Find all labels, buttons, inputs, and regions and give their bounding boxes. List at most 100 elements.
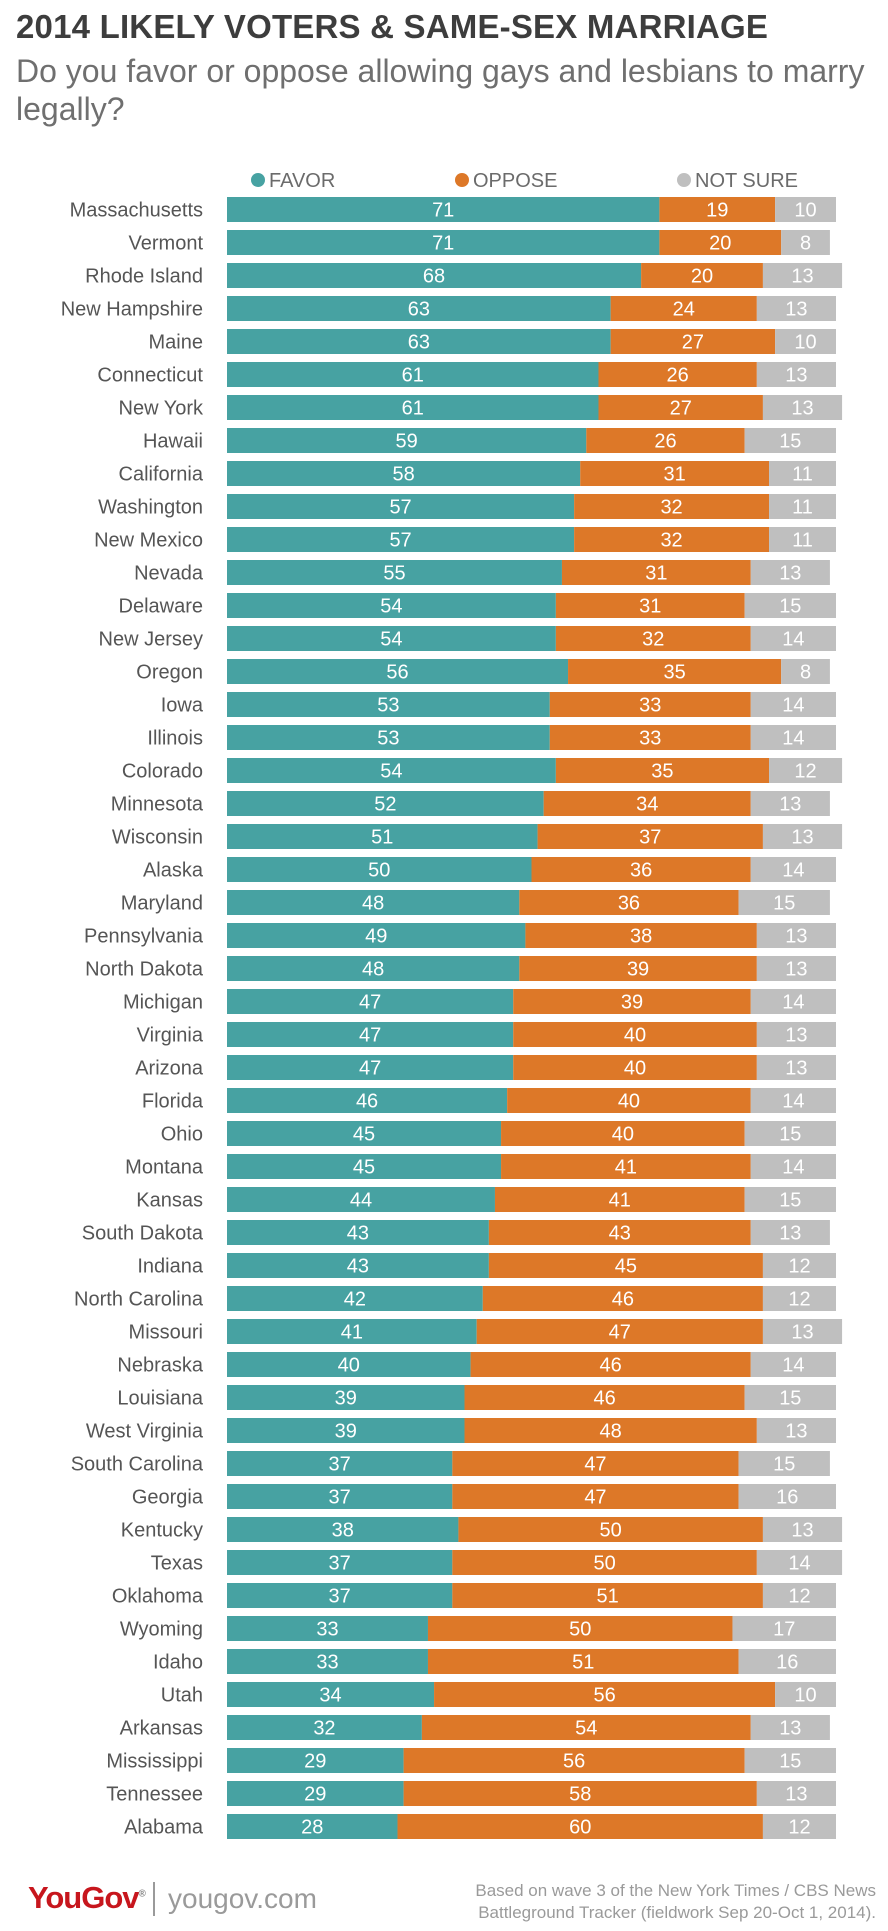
data-label-oppose: 26	[654, 431, 676, 453]
category-label: New Jersey	[99, 629, 203, 651]
bar-segment-oppose	[641, 263, 763, 288]
category-label: California	[119, 464, 204, 486]
bar-segment-oppose	[531, 857, 751, 882]
source-line-2: Battleground Tracker (fieldwork Sep 20-O…	[478, 1903, 876, 1922]
bar-segment-favor	[227, 890, 520, 915]
bar-segment-favor	[227, 1715, 422, 1740]
bar-segment-oppose	[537, 824, 763, 849]
bar-segment-favor	[227, 791, 544, 816]
bar-segment-not-sure	[762, 263, 843, 288]
data-label-not-sure: 15	[779, 1190, 801, 1212]
bar-segment-favor	[227, 1451, 453, 1476]
bar-segment-oppose	[574, 494, 770, 519]
data-label-not-sure: 14	[782, 728, 804, 750]
category-label: North Carolina	[74, 1289, 204, 1311]
legend-label-not-sure: NOT SURE	[695, 170, 798, 192]
data-label-favor: 58	[392, 464, 414, 486]
bar-segment-oppose	[482, 1286, 763, 1311]
data-label-not-sure: 13	[791, 266, 813, 288]
bar-segment-oppose	[555, 593, 745, 618]
brand-url[interactable]: yougov.com	[168, 1883, 317, 1914]
bar-segment-oppose	[470, 1352, 751, 1377]
data-label-favor: 51	[371, 827, 393, 849]
bar-segment-not-sure	[762, 824, 843, 849]
bar-segment-not-sure	[756, 296, 836, 321]
category-label: Montana	[125, 1157, 204, 1179]
data-label-favor: 63	[408, 299, 430, 321]
bar-segment-not-sure	[775, 329, 836, 354]
data-label-oppose: 31	[639, 596, 661, 618]
data-label-favor: 33	[316, 1652, 338, 1674]
bar-segment-oppose	[555, 626, 751, 651]
data-label-favor: 33	[316, 1619, 338, 1641]
data-label-oppose: 26	[667, 365, 689, 387]
data-label-not-sure: 13	[791, 398, 813, 420]
data-label-oppose: 56	[593, 1685, 615, 1707]
data-label-oppose: 58	[569, 1784, 591, 1806]
bar-segment-oppose	[549, 725, 751, 750]
category-label: South Carolina	[71, 1454, 204, 1476]
bar-segment-favor	[227, 1187, 495, 1212]
data-label-favor: 52	[374, 794, 396, 816]
data-label-oppose: 48	[600, 1421, 622, 1443]
bar-segment-not-sure	[750, 1154, 836, 1179]
data-label-not-sure: 10	[794, 1685, 816, 1707]
data-label-favor: 44	[350, 1190, 372, 1212]
data-label-not-sure: 15	[779, 431, 801, 453]
data-label-not-sure: 14	[782, 1157, 804, 1179]
bar-segment-oppose	[543, 791, 751, 816]
bar-segment-not-sure	[738, 1451, 830, 1476]
bar-segment-oppose	[519, 890, 739, 915]
bar-segment-favor	[227, 263, 642, 288]
data-label-not-sure: 15	[779, 1124, 801, 1146]
bar-segment-favor	[227, 197, 660, 222]
data-label-oppose: 40	[624, 1058, 646, 1080]
category-label: Iowa	[161, 695, 204, 717]
data-label-not-sure: 12	[788, 1817, 810, 1839]
category-label: Oregon	[136, 662, 203, 684]
bar-segment-oppose	[659, 197, 776, 222]
category-label: Vermont	[129, 233, 204, 255]
data-label-not-sure: 11	[792, 464, 813, 486]
data-label-oppose: 36	[630, 860, 652, 882]
bar-segment-oppose	[452, 1583, 763, 1608]
data-label-oppose: 33	[639, 695, 661, 717]
data-label-oppose: 50	[593, 1553, 615, 1575]
bar-segment-favor	[227, 626, 556, 651]
data-label-favor: 53	[377, 695, 399, 717]
category-label: Nevada	[134, 563, 204, 585]
bar-segment-oppose	[519, 956, 757, 981]
category-label: Ohio	[161, 1124, 203, 1146]
category-label: Virginia	[137, 1025, 204, 1047]
bar-segment-not-sure	[750, 1352, 836, 1377]
data-label-oppose: 41	[609, 1190, 631, 1212]
data-label-oppose: 39	[621, 992, 643, 1014]
bar-segment-oppose	[659, 230, 782, 255]
data-label-not-sure: 10	[794, 200, 816, 222]
bar-segment-favor	[227, 1649, 428, 1674]
data-label-oppose: 41	[615, 1157, 637, 1179]
bar-segment-not-sure	[769, 527, 836, 552]
data-label-favor: 46	[356, 1091, 378, 1113]
bar-segment-not-sure	[738, 1649, 836, 1674]
bar-segment-oppose	[513, 1022, 757, 1047]
data-label-oppose: 34	[636, 794, 658, 816]
data-label-not-sure: 13	[779, 1718, 801, 1740]
data-label-not-sure: 14	[788, 1553, 810, 1575]
bar-segment-not-sure	[744, 1121, 836, 1146]
data-label-favor: 71	[432, 200, 454, 222]
data-label-oppose: 46	[600, 1355, 622, 1377]
data-label-favor: 29	[304, 1784, 326, 1806]
data-label-not-sure: 13	[785, 1784, 807, 1806]
data-label-not-sure: 15	[779, 1388, 801, 1410]
bar-segment-favor	[227, 593, 556, 618]
data-label-oppose: 60	[569, 1817, 591, 1839]
legend-marker-oppose	[455, 173, 469, 187]
source-note: Based on wave 3 of the New York Times / …	[475, 1880, 876, 1924]
data-label-favor: 28	[301, 1817, 323, 1839]
data-label-favor: 59	[396, 431, 418, 453]
bar-segment-not-sure	[744, 1187, 836, 1212]
bar-segment-favor	[227, 395, 599, 420]
category-label: Idaho	[153, 1652, 203, 1674]
data-label-favor: 61	[402, 398, 424, 420]
